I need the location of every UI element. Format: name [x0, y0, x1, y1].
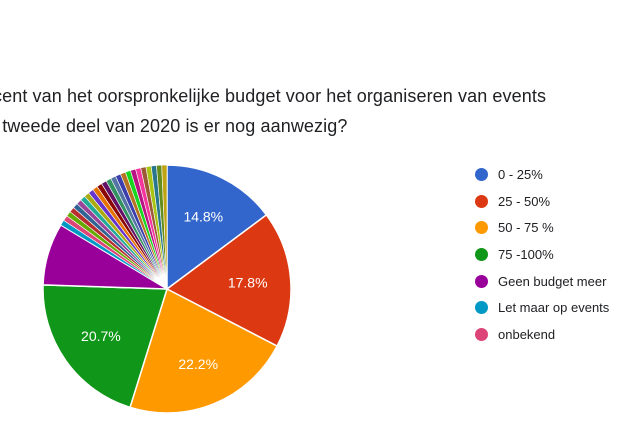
legend-color-dot — [475, 167, 488, 181]
chart-legend: 0 - 25% 25 - 50% 50 - 75 % 75 -100% Geen bud… — [475, 161, 644, 348]
pie-slice-4[interactable] — [42, 284, 169, 409]
legend-color-dot — [475, 301, 488, 315]
pie-slice-data-label: 20.7% — [81, 328, 121, 344]
legend-label: Geen budget meer — [498, 273, 607, 289]
legend-item[interactable]: 0 - 25% — [475, 161, 644, 188]
legend-label: Let maar op events — [498, 300, 610, 316]
pie-slice-minor[interactable] — [161, 164, 168, 290]
legend-item[interactable]: Let maar op events — [475, 294, 644, 321]
pie-slice-1[interactable] — [166, 164, 268, 291]
legend-color-dot — [475, 274, 488, 288]
legend-label: 75 -100% — [498, 246, 554, 262]
legend-item[interactable]: 75 -100% — [475, 241, 644, 268]
legend-label: onbekend — [498, 326, 556, 342]
legend-item[interactable]: 50 - 75 % — [475, 214, 644, 241]
question-line-1: cent van het oorspronkelijke budget voor… — [0, 86, 547, 106]
legend-label: 0 - 25% — [498, 166, 543, 182]
legend-label: 25 - 50% — [498, 193, 551, 209]
legend-item[interactable]: 25 - 50% — [475, 188, 644, 215]
pie-slice-data-label: 17.8% — [228, 274, 268, 290]
legend-color-dot — [475, 194, 488, 208]
pie-slice-2[interactable] — [165, 213, 292, 348]
question-line-2: t tweede deel van 2020 is er nog aanwezi… — [0, 116, 348, 136]
legend-item[interactable]: onbekend — [475, 321, 644, 348]
legend-item[interactable]: Geen budget meer — [475, 268, 644, 295]
pie-slice-3[interactable] — [129, 287, 279, 414]
legend-color-dot — [475, 221, 488, 235]
pie-slice-data-label: 14.8% — [183, 209, 223, 225]
legend-color-dot — [475, 327, 488, 341]
question-text: cent van het oorspronkelijke budget voor… — [0, 86, 644, 146]
pie-slice-data-label: 22.2% — [178, 356, 218, 372]
legend-color-dot — [475, 247, 488, 261]
legend-label: 50 - 75 % — [498, 220, 554, 236]
